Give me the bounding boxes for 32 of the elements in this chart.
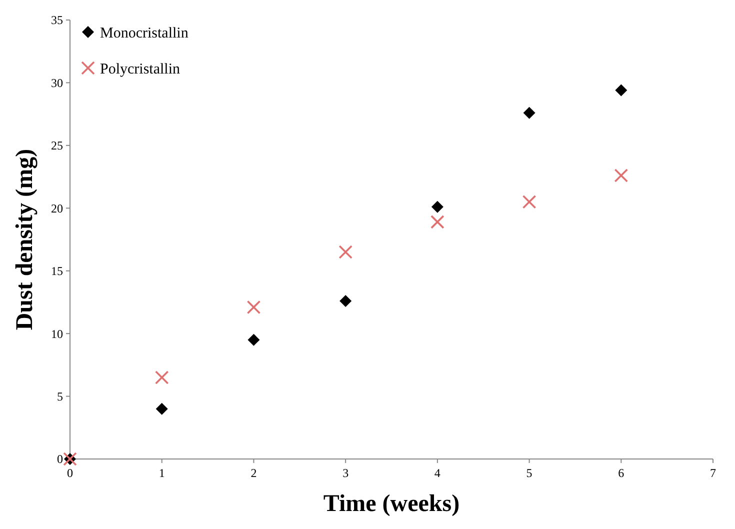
point <box>156 402 168 415</box>
y-axis-title: Dust density (mg) <box>12 148 38 330</box>
point <box>248 334 260 346</box>
x-tick-label: 2 <box>250 466 257 480</box>
y-tick-label: 10 <box>51 326 63 341</box>
x-tick-label: 7 <box>710 466 716 480</box>
y-tick-label: 35 <box>51 13 63 28</box>
x-tick-label: 4 <box>434 466 440 480</box>
y-tick-label: 15 <box>51 264 63 278</box>
y-tick-label: 5 <box>57 389 63 404</box>
legend-label: Polycristallin <box>100 61 180 78</box>
point <box>430 215 444 229</box>
point <box>154 370 169 384</box>
point <box>523 106 536 119</box>
x-tick-label: 6 <box>618 466 624 480</box>
y-tick-label: 0 <box>57 452 63 466</box>
point <box>614 168 628 182</box>
point <box>338 245 352 259</box>
x-tick-label: 0 <box>67 466 73 480</box>
point <box>615 84 628 96</box>
x-tick-label: 5 <box>526 466 532 480</box>
x-tick-label: 1 <box>158 466 165 480</box>
y-tick-label: 25 <box>51 138 63 153</box>
point <box>340 294 352 307</box>
point <box>431 200 444 213</box>
point <box>246 300 261 314</box>
y-tick-label: 20 <box>51 201 63 216</box>
x-tick-label: 3 <box>342 466 349 480</box>
legend-label: Monocristallin <box>100 25 189 42</box>
x-axis-title: Time (weeks) <box>323 491 460 517</box>
point <box>522 194 536 209</box>
y-tick-label: 30 <box>51 76 63 90</box>
